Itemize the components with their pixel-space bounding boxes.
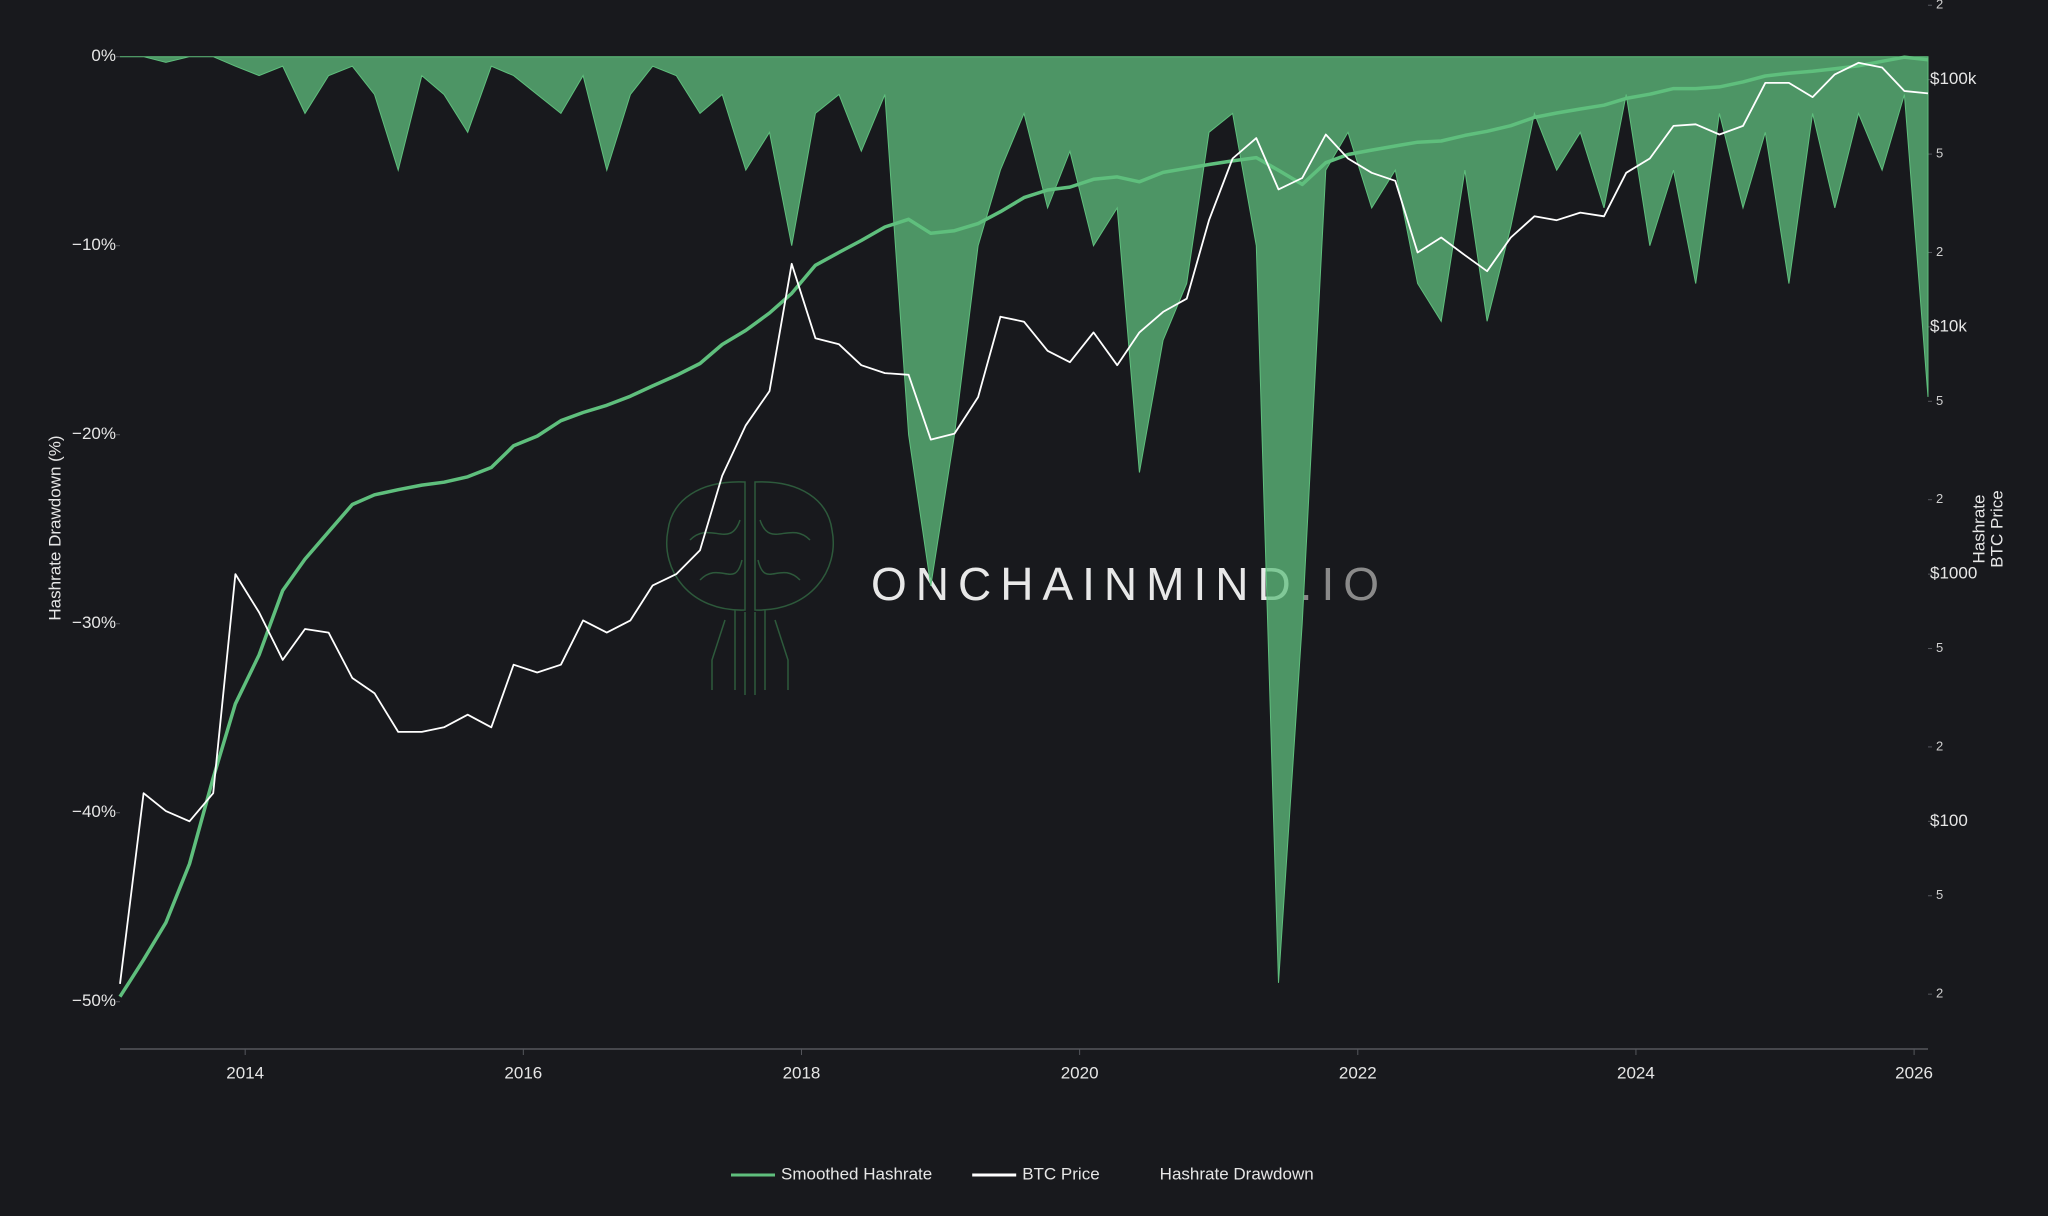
y2-axis-title: BTC Price [1987, 490, 2006, 567]
legend-label: Hashrate Drawdown [1160, 1164, 1314, 1183]
x-tick-label: 2014 [226, 1063, 264, 1082]
brain-folds [689, 519, 811, 581]
x-tick-label: 2016 [504, 1063, 542, 1082]
series-line [118, 55, 1929, 998]
y-axis-title: Hashrate Drawdown (%) [45, 435, 64, 620]
watermark: ONCHAINMIND.IO [871, 558, 1388, 610]
legend-label: Smoothed Hashrate [781, 1164, 932, 1183]
watermark-icon [666, 481, 834, 695]
y2-tick-label: 5 [1936, 393, 1943, 408]
y2-tick-label: 2 [1936, 0, 1943, 12]
y-tick-label: −50% [72, 991, 116, 1010]
y-tick-label: −10% [72, 235, 116, 254]
y3-axis-title: Hashrate [1969, 495, 1988, 564]
watermark-main: ONCHAINMIND [871, 558, 1300, 610]
y-tick-label: −40% [72, 802, 116, 821]
plot-area [118, 55, 1929, 998]
y-tick-label: −30% [72, 613, 116, 632]
x-tick-label: 2020 [1061, 1063, 1099, 1082]
brain-left [666, 481, 746, 611]
y2-tick-label: 5 [1936, 887, 1943, 902]
y2-tick-label: $10k [1930, 316, 1967, 335]
drawdown-area [120, 56, 1929, 983]
watermark-suffix: .IO [1300, 558, 1388, 610]
y-tick-label: −20% [72, 424, 116, 443]
y2-tick-label: 2 [1936, 244, 1943, 259]
y2-tick-label: $1000 [1930, 564, 1977, 583]
y2-tick-label: 5 [1936, 640, 1943, 655]
series-line [119, 61, 1929, 985]
y2-tick-label: 5 [1936, 146, 1943, 161]
brain-right [754, 481, 834, 611]
legend-label: BTC Price [1022, 1164, 1099, 1183]
brain-circuits [711, 610, 789, 695]
y2-tick-label: $100k [1930, 69, 1977, 88]
y2-tick-label: 2 [1936, 738, 1943, 753]
x-tick-label: 2018 [783, 1063, 821, 1082]
x-tick-label: 2024 [1617, 1063, 1655, 1082]
y2-tick-label: $100 [1930, 811, 1968, 830]
y-tick-label: 0% [91, 46, 116, 65]
x-tick-label: 2026 [1895, 1063, 1933, 1082]
y2-tick-label: 2 [1936, 491, 1943, 506]
y2-tick-label: 2 [1936, 986, 1943, 1001]
x-tick-label: 2022 [1339, 1063, 1377, 1082]
